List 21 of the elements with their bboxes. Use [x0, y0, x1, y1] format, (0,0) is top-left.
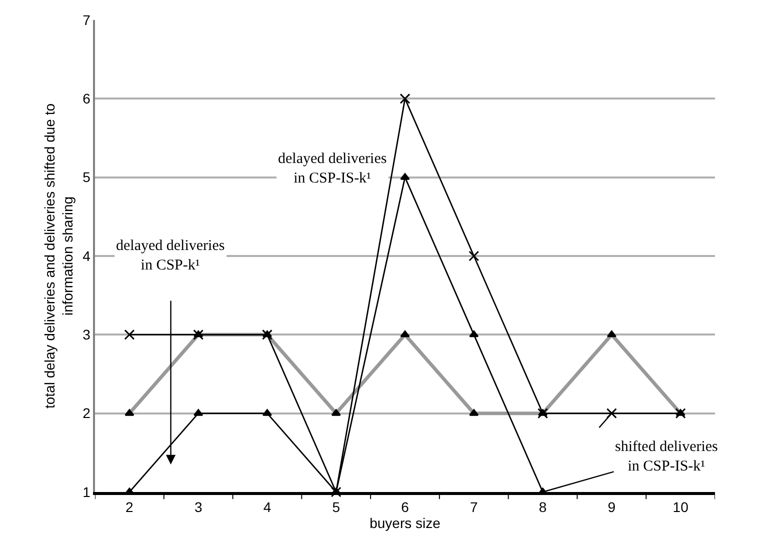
annotation: delayed deliveries in CSP-IS-k¹ — [278, 151, 387, 186]
annotation: shifted deliveries in CSP-IS-k¹ — [615, 439, 718, 474]
y-tick-label: 2 — [82, 405, 91, 422]
x-tick-label: 3 — [194, 498, 202, 515]
y-tick-label: 3 — [82, 326, 91, 343]
x-tick-label: 10 — [672, 498, 689, 515]
x-tick-label: 4 — [263, 498, 272, 515]
x-tick-label: 2 — [126, 498, 134, 515]
x-axis-title: buyers size — [370, 514, 441, 531]
y-tick-label: 6 — [82, 90, 91, 107]
y-tick-label: 4 — [82, 248, 91, 264]
y-tick-label: 7 — [82, 12, 91, 28]
x-tick-label: 5 — [332, 498, 340, 515]
y-tick-label: 5 — [82, 169, 91, 186]
y-tick-label: 1 — [82, 484, 91, 500]
x-tick-label: 7 — [470, 498, 478, 515]
x-tick-label: 9 — [608, 498, 616, 515]
x-tick-label: 8 — [538, 498, 547, 515]
annotation: delayed deliveries in CSP-k¹ — [116, 238, 225, 274]
y-axis-title: total delay deliveries and deliveries shifted due to information sharing — [42, 103, 76, 409]
x-tick-label: 6 — [401, 498, 410, 515]
